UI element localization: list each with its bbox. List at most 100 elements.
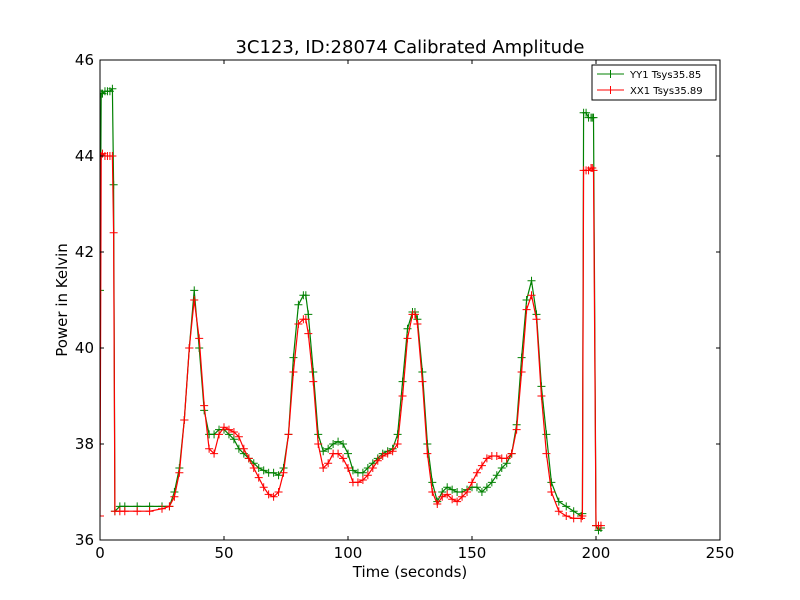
data-point [274,488,283,496]
data-point [269,468,278,477]
data-point [547,488,556,496]
data-point [224,425,233,434]
data-point [527,276,536,285]
data-point [448,495,457,504]
data-point [334,437,343,446]
data-point [398,392,407,400]
data-point [210,449,219,458]
data-point [353,478,362,487]
data-point [492,452,501,460]
data-point [527,291,536,300]
legend-marker [606,70,615,78]
data-point [582,108,591,117]
data-point [324,459,333,468]
data-point [185,344,194,352]
data-point [378,452,387,460]
y-tick-label: 40 [75,339,94,357]
data-point [220,423,228,432]
data-point [398,377,407,386]
data-point [229,428,238,436]
data-point [542,430,551,439]
data-point [569,514,578,523]
x-tick-label: 50 [214,544,233,562]
data-point [100,512,104,520]
data-point [458,492,467,501]
data-point [190,286,199,295]
data-point [413,320,422,328]
data-point [334,449,343,458]
data-point [517,353,526,362]
data-point [438,492,447,501]
series-xx1 [100,149,605,530]
data-point [254,473,263,482]
data-point [403,334,412,343]
data-point [301,291,310,300]
data-point [319,447,328,456]
data-point [542,449,551,458]
data-point [487,478,496,487]
data-point [215,430,224,439]
data-point [363,471,372,480]
x-tick-label: 150 [458,544,487,562]
data-point [289,368,298,376]
data-point [205,444,214,453]
data-point [383,449,392,458]
data-point [547,478,556,487]
y-tick-label: 42 [75,243,94,261]
ticks-layer: 0 50 100 150 200 250 36 38 40 42 44 46 [75,51,734,562]
legend-marker [606,86,615,94]
data-point [294,300,303,309]
y-tick-label: 46 [75,51,94,69]
data-point [497,464,506,472]
data-point [468,478,476,487]
data-point [324,444,333,453]
data-point [443,483,452,492]
data-point [482,483,491,492]
data-point [344,464,352,472]
data-point [304,310,313,319]
data-point [109,228,118,237]
data-point [358,476,367,484]
data-point [229,435,238,444]
data-point [477,461,486,470]
x-tick-label: 200 [582,544,611,562]
y-axis-label: Power in Kelvin [53,243,71,357]
data-point [165,502,174,511]
data-point [492,471,501,480]
legend-entry-yy1: YY1 Tsys35.85 [597,70,701,81]
y-tick-label: 38 [75,435,94,453]
data-point [537,392,546,400]
data-point [269,492,278,501]
data-point [309,368,318,376]
data-point [259,466,268,475]
data-point [133,507,142,516]
data-point [294,320,303,328]
legend-label-xx1: XX1 Tsys35.89 [630,86,703,97]
series-layer [100,84,605,535]
data-point [109,180,118,189]
data-point [569,507,578,516]
x-tick-label: 0 [95,544,105,562]
data-point [507,449,516,458]
data-point [423,449,432,458]
data-point [393,430,402,439]
data-point [145,507,154,516]
data-point [388,447,397,456]
data-point [410,310,419,319]
x-tick-label: 250 [706,544,735,562]
data-point [428,488,437,496]
data-point [403,324,412,333]
data-point [428,478,437,487]
y-tick-label: 36 [75,531,94,549]
x-tick-label: 100 [334,544,363,562]
data-point [373,456,382,465]
data-point [100,286,104,295]
data-point [344,449,352,458]
data-point [554,507,563,516]
data-point [472,483,481,492]
legend-label-yy1: YY1 Tsys35.85 [629,70,701,81]
data-point [108,84,117,93]
data-point [433,500,442,508]
plot-background [100,60,720,540]
